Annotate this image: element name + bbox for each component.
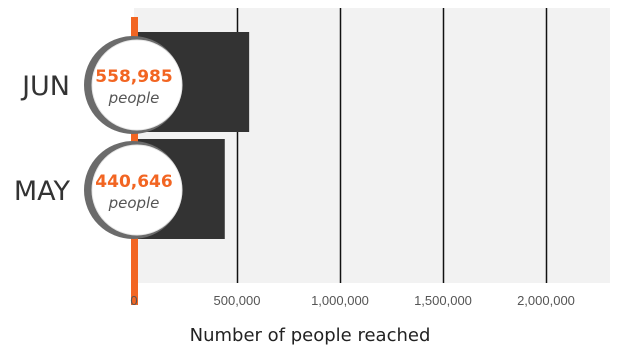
unit-label: people [108, 89, 160, 107]
value-label: 558,985 [95, 67, 172, 87]
x-tick-label: 0 [130, 293, 137, 308]
x-tick-label: 500,000 [214, 293, 261, 308]
category-label-jun: JUN [20, 71, 70, 102]
value-badge-may: 440,646 people [84, 141, 183, 239]
value-badges: 558,985 people 440,646 people [84, 36, 183, 239]
x-tick-label: 1,000,000 [311, 293, 369, 308]
category-label-may: MAY [14, 176, 71, 207]
x-axis-title: Number of people reached [190, 325, 431, 346]
x-tick-labels: 0 500,000 1,000,000 1,500,000 2,000,000 [130, 293, 575, 308]
x-tick-label: 1,500,000 [414, 293, 472, 308]
value-badge-jun: 558,985 people [84, 36, 183, 134]
badge-circle [91, 39, 183, 131]
category-labels: JUN MAY [14, 71, 71, 207]
badge-circle [91, 144, 183, 236]
value-label: 440,646 [95, 172, 172, 192]
unit-label: people [108, 194, 160, 212]
x-tick-label: 2,000,000 [517, 293, 575, 308]
